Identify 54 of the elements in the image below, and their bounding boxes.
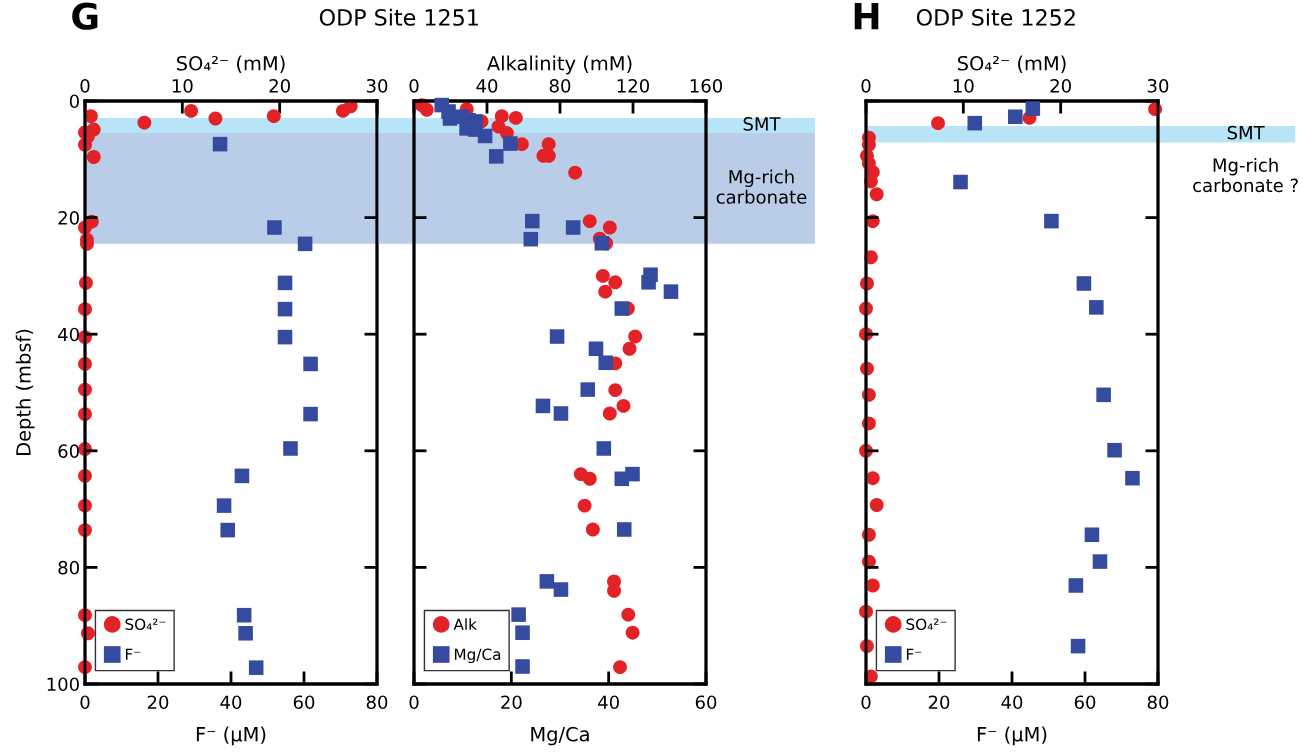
x-tick-label: 0 [861, 695, 871, 710]
x2-tick-label: 40 [476, 78, 498, 93]
y-tick-label: 60 [58, 444, 79, 458]
y-tick-label: 100 [47, 677, 79, 692]
x-tick-label: 40 [1001, 695, 1023, 710]
chart-title: ODP Site 1251 [319, 8, 478, 26]
x2-tick-label: 0 [861, 78, 871, 93]
x2-tick-label: 10 [953, 78, 974, 93]
legend-label: Mg/Ca [454, 648, 501, 664]
text: H [854, 3, 879, 30]
x-axis-title: F⁻ (µM) [977, 726, 1047, 746]
x-tick-label: 0 [80, 695, 90, 710]
x-tick-label: 20 [928, 695, 950, 710]
x2-tick-label: 120 [617, 78, 650, 93]
x2-tick-label: 160 [690, 78, 723, 93]
band-label: SMT [1227, 125, 1265, 140]
y-tick-label: 40 [58, 327, 79, 342]
x2-tick-label: 0 [409, 78, 419, 93]
x2-tick-label: 80 [549, 78, 571, 93]
y-tick-label: 20 [58, 211, 79, 225]
text: Mg-rich carbonate ? [1193, 157, 1298, 193]
x2-tick-label: 30 [1147, 78, 1169, 93]
band-label: SMT [743, 117, 781, 131]
x2-tick-label: 0 [80, 78, 90, 93]
x-tick-label: 20 [147, 695, 169, 710]
x2-axis-title: Alkalinity (mM) [487, 55, 632, 75]
x-tick-label: 40 [598, 695, 619, 710]
y-axis-title: Depth (mbsf) [15, 329, 35, 456]
legend-label: F⁻ [125, 648, 141, 660]
band-label: Mg-rich carbonate [716, 169, 807, 204]
legend-label: Alk [453, 618, 477, 630]
x-tick-label: 80 [1147, 695, 1169, 710]
x-tick-label: 60 [695, 695, 717, 710]
x-tick-label: 20 [501, 695, 522, 710]
x2-axis-title: SO₄²⁻ (mM) [957, 55, 1066, 73]
x2-axis-title: SO₄²⁻ (mM) [176, 55, 285, 73]
x-axis-title: Mg/Ca [531, 726, 589, 746]
x2-tick-label: 20 [269, 78, 290, 93]
legend-label: F⁻ [906, 648, 922, 660]
text: G [72, 2, 98, 30]
y-tick-label: 0 [69, 94, 79, 109]
x-tick-label: 40 [220, 695, 242, 710]
x-tick-label: 60 [293, 695, 315, 710]
legend-label: SO₄²⁻ [906, 618, 947, 631]
x2-tick-label: 30 [366, 78, 388, 93]
legend-label: SO₄²⁻ [125, 618, 166, 631]
y-tick-label: 80 [58, 560, 79, 575]
x2-tick-label: 20 [1050, 78, 1071, 93]
chart-title: ODP Site 1252 [916, 8, 1075, 26]
x-tick-label: 0 [409, 695, 419, 710]
x-tick-label: 60 [1074, 695, 1096, 710]
x-axis-title: F⁻ (µM) [196, 726, 266, 746]
x-tick-label: 80 [366, 695, 388, 710]
x2-tick-label: 10 [172, 78, 193, 93]
